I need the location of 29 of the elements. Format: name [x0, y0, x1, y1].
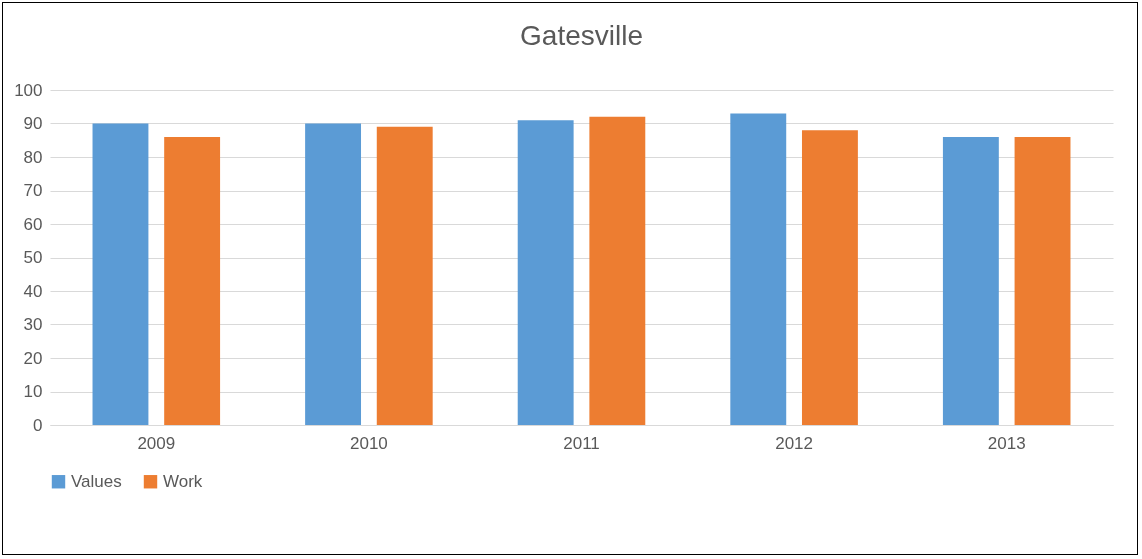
bar [730, 113, 787, 425]
legend-label: Values [71, 471, 122, 491]
y-tick-label: 90 [23, 114, 43, 133]
bar [801, 130, 858, 425]
y-tick-label: 50 [23, 248, 43, 267]
y-tick-label: 70 [23, 181, 43, 200]
legend-label: Work [163, 471, 203, 491]
x-tick-label: 2010 [349, 433, 388, 453]
x-tick-label: 2012 [775, 433, 814, 453]
y-tick-label: 30 [23, 315, 43, 334]
y-tick-label: 100 [14, 80, 43, 100]
bar [517, 120, 574, 425]
y-tick-label: 60 [23, 214, 43, 234]
y-tick-label: 10 [23, 382, 43, 401]
bar [92, 123, 149, 425]
bar [164, 136, 221, 425]
bar [376, 126, 433, 425]
x-tick-label: 2011 [563, 433, 600, 453]
y-tick-label: 80 [23, 147, 43, 167]
bar [1014, 136, 1071, 425]
bar [589, 116, 646, 425]
bar [942, 136, 999, 425]
bar [305, 123, 362, 425]
y-tick-label: 40 [23, 281, 43, 301]
chart-title: Gatesville [520, 20, 643, 51]
y-tick-label: 0 [33, 415, 43, 435]
y-tick-label: 20 [23, 348, 43, 368]
x-tick-label: 2009 [137, 433, 176, 453]
x-tick-label: 2013 [987, 433, 1026, 453]
